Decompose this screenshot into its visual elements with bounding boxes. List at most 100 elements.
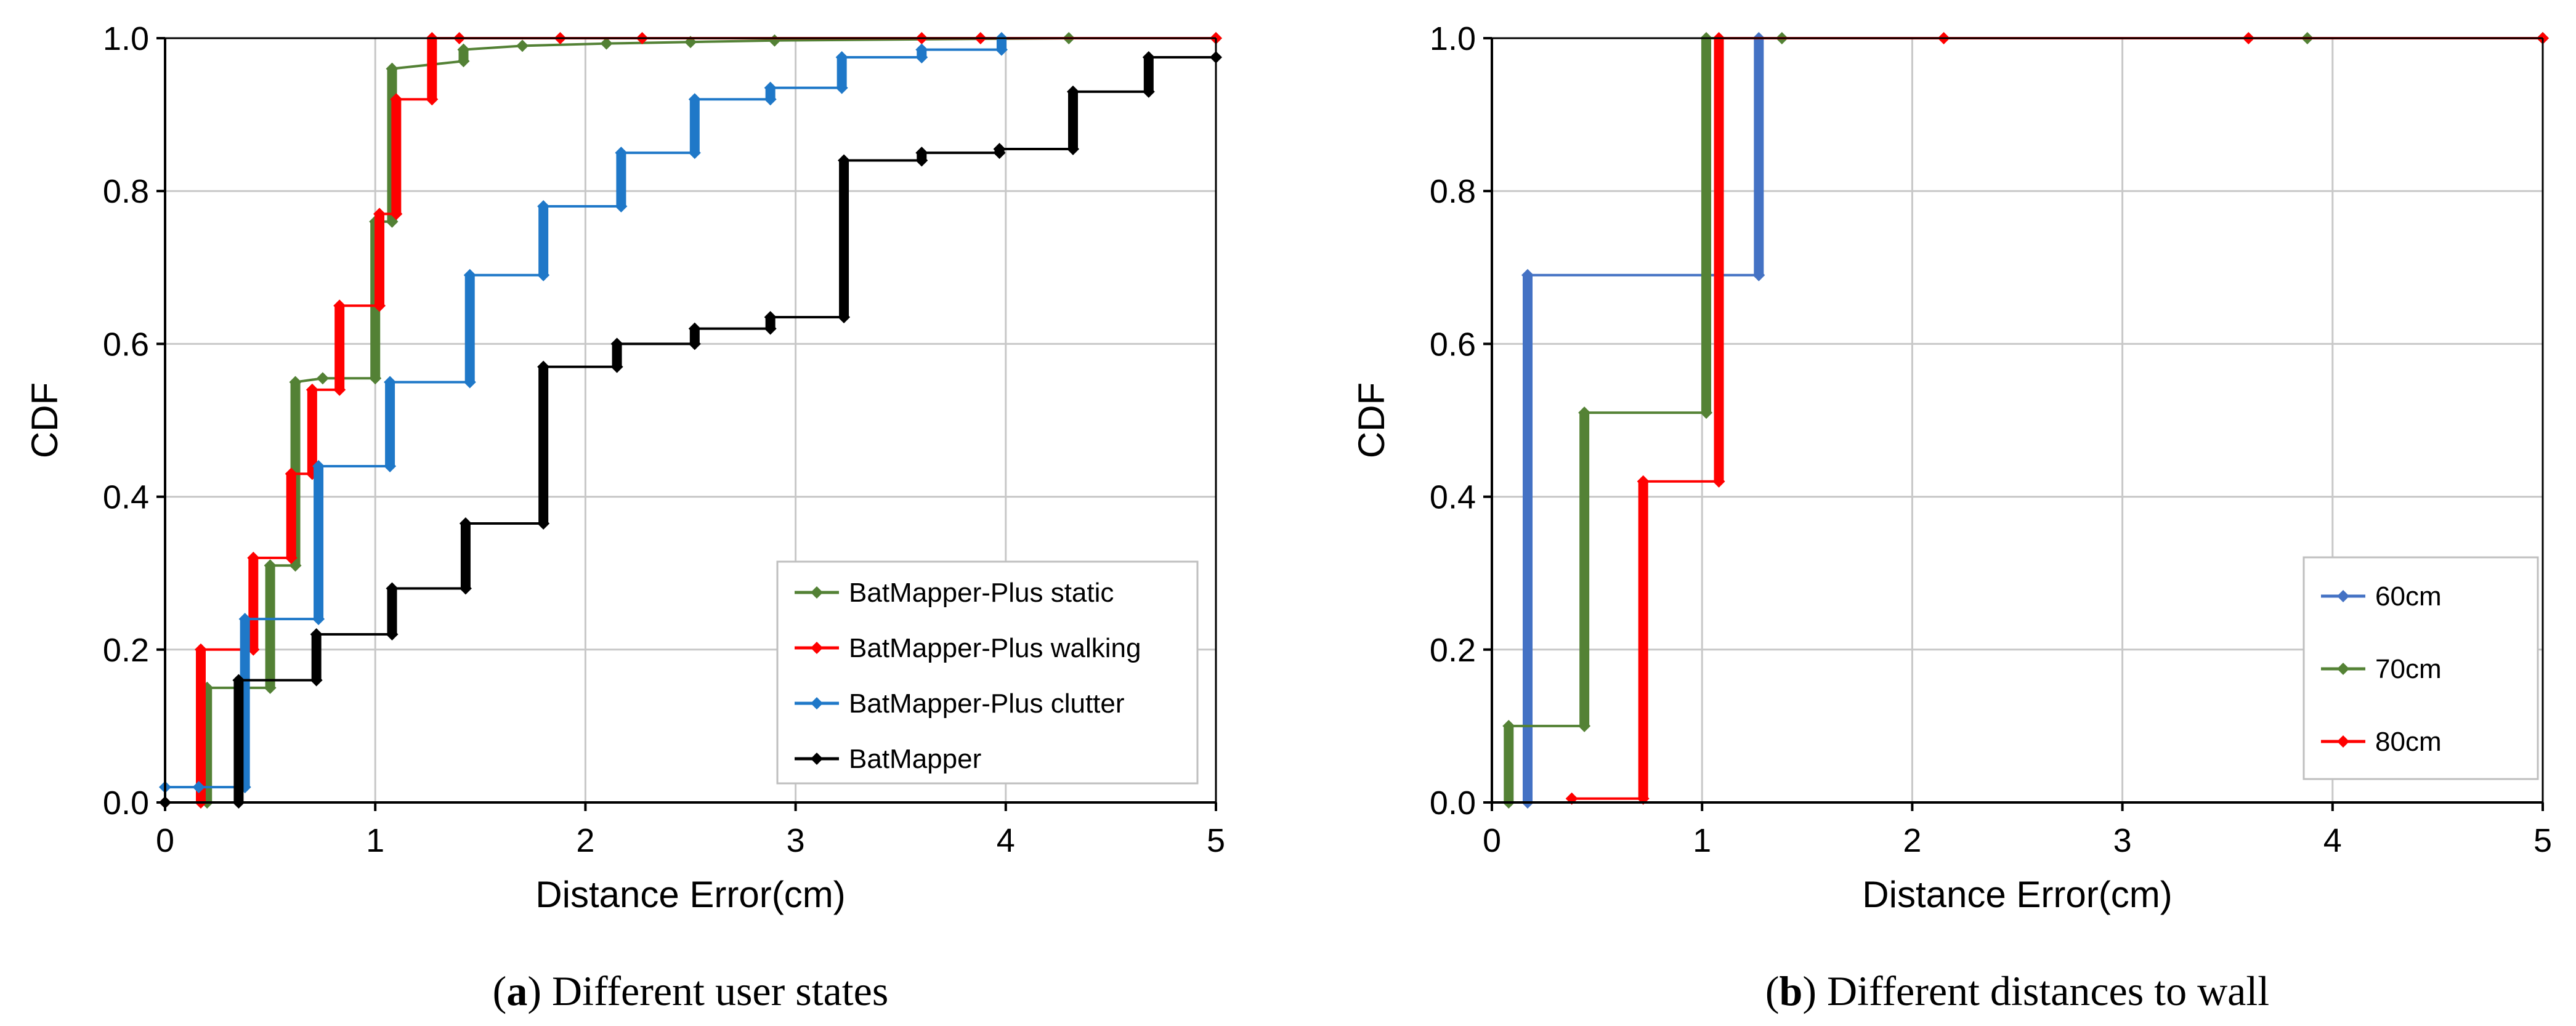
- y-tick-label: 0.2: [1430, 632, 1476, 669]
- data-point: [264, 681, 277, 694]
- data-point: [1066, 85, 1079, 98]
- data-point: [537, 517, 550, 530]
- data-point: [688, 322, 701, 335]
- data-point: [310, 628, 323, 640]
- x-axis-title: Distance Error(cm): [535, 874, 845, 915]
- data-point: [386, 628, 399, 640]
- data-point: [373, 208, 386, 220]
- data-point: [459, 582, 472, 595]
- legend-label: BatMapper-Plus walking: [849, 633, 1141, 663]
- y-tick-label: 0.4: [103, 479, 149, 516]
- legend-swatch-marker: [811, 642, 823, 654]
- x-tick-label: 5: [2533, 822, 2552, 859]
- y-tick-label: 1.0: [103, 20, 149, 57]
- y-tick-label: 0.6: [1430, 326, 1476, 363]
- y-tick-label: 0.8: [103, 173, 149, 210]
- y-tick-label: 0.2: [103, 632, 149, 669]
- caption-paren-open: (: [493, 967, 507, 1014]
- data-point: [1066, 142, 1079, 155]
- data-point: [264, 559, 277, 572]
- x-tick-label: 1: [366, 822, 384, 859]
- data-point: [333, 299, 346, 312]
- x-tick-label: 2: [576, 822, 594, 859]
- data-point: [1700, 406, 1713, 419]
- data-point: [386, 62, 399, 75]
- data-point: [316, 372, 329, 385]
- data-point: [1142, 51, 1155, 64]
- data-point: [835, 51, 848, 64]
- data-point: [369, 372, 382, 385]
- x-tick-label: 3: [2113, 822, 2132, 859]
- data-point: [1502, 719, 1515, 732]
- data-point: [993, 142, 1006, 155]
- legend-label: 60cm: [2375, 581, 2442, 612]
- data-point: [915, 154, 928, 167]
- series-segment: [690, 39, 775, 44]
- data-point: [390, 208, 403, 220]
- caption-text: Different distances to wall: [1827, 967, 2269, 1014]
- series-segment: [463, 44, 523, 51]
- legend: 60cm 70cm 80cm: [2303, 556, 2539, 780]
- data-point: [463, 376, 476, 389]
- caption-paren-open: (: [1765, 967, 1780, 1014]
- x-tick-label: 3: [787, 822, 805, 859]
- caption-paren-close: ): [1802, 967, 1827, 1014]
- data-point: [1142, 85, 1155, 98]
- data-point: [426, 93, 439, 106]
- legend-swatch-marker: [811, 697, 823, 709]
- legend-swatch-marker: [811, 753, 823, 765]
- data-point: [764, 322, 777, 335]
- legend-swatch-marker: [811, 586, 823, 599]
- legend-label: BatMapper-Plus clutter: [849, 689, 1125, 719]
- legend-label: 70cm: [2375, 654, 2442, 684]
- data-point: [537, 269, 550, 281]
- data-point: [459, 517, 472, 530]
- data-point: [195, 643, 208, 656]
- data-point: [1712, 475, 1725, 488]
- chart-panel-b: 0 1 2 3 4 5 0.0 0.2 0.4 0.6 0.8 1.0 Distance Error(c…: [1351, 20, 2552, 1014]
- x-tick-label: 1: [1693, 822, 1711, 859]
- data-point: [600, 37, 613, 50]
- legend-swatch-marker: [2337, 735, 2349, 748]
- x-tick-label: 4: [2323, 822, 2342, 859]
- data-point: [764, 81, 777, 94]
- series-segment: [522, 42, 607, 47]
- legend-swatch-marker: [2337, 663, 2349, 675]
- y-axis-title: CDF: [1351, 382, 1392, 458]
- data-point: [615, 147, 628, 160]
- data-point: [192, 781, 205, 794]
- data-point: [390, 93, 403, 106]
- panel-caption: (a) Different user states: [493, 967, 889, 1014]
- x-axis-title: Distance Error(cm): [1862, 874, 2172, 915]
- data-point: [306, 467, 318, 480]
- y-tick-label: 1.0: [1430, 20, 1476, 57]
- data-point: [995, 43, 1008, 56]
- data-point: [238, 613, 251, 626]
- data-point: [537, 360, 550, 373]
- data-point: [247, 551, 260, 564]
- panel-caption: (b) Different distances to wall: [1765, 967, 2269, 1014]
- data-point: [457, 43, 470, 56]
- data-point: [1578, 719, 1591, 732]
- data-point: [312, 613, 325, 626]
- data-point: [384, 459, 397, 472]
- y-tick-label: 0.0: [103, 785, 149, 822]
- data-point: [610, 360, 623, 373]
- legend: BatMapper-Plus static BatMapper-Plus walk…: [776, 560, 1199, 785]
- caption-label: a: [506, 967, 527, 1014]
- y-tick-label: 0.0: [1430, 785, 1476, 822]
- series-batmapper: [159, 51, 1222, 809]
- x-tick-label: 0: [1483, 822, 1501, 859]
- chart-panel-a: 0 1 2 3 4 5 0.0 0.2 0.4 0.6 0.8 1.0 Distance Error(c…: [24, 20, 1225, 1014]
- x-tick-label: 2: [1903, 822, 1921, 859]
- data-point: [688, 93, 701, 106]
- y-tick-label: 0.8: [1430, 173, 1476, 210]
- data-point: [457, 55, 470, 68]
- data-point: [835, 81, 848, 94]
- series-batmapper-plus-clutter: [159, 32, 1008, 794]
- data-point: [688, 337, 701, 350]
- legend-swatch-marker: [2337, 590, 2349, 602]
- data-point: [915, 43, 928, 56]
- data-point: [764, 93, 777, 106]
